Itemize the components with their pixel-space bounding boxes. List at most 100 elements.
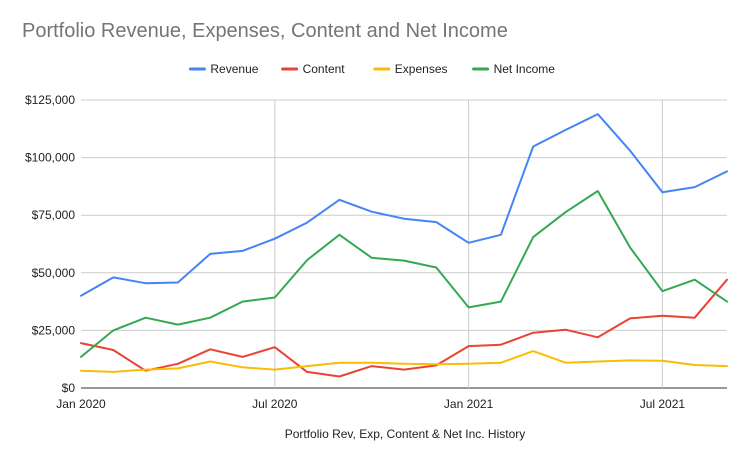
legend-label-revenue: Revenue: [210, 62, 258, 76]
data-point-net-income: [273, 295, 277, 299]
data-point-revenue: [693, 185, 697, 189]
data-point-content: [241, 355, 245, 359]
y-tick-label: $0: [62, 381, 76, 395]
data-point-revenue: [305, 221, 309, 225]
data-point-net-income: [531, 235, 535, 239]
data-point-content: [79, 341, 83, 345]
series-net-income: [79, 189, 729, 359]
data-point-revenue: [370, 210, 374, 214]
data-point-expenses: [208, 360, 212, 364]
data-point-content: [208, 347, 212, 351]
data-point-content: [693, 316, 697, 320]
data-point-content: [499, 343, 503, 347]
data-point-expenses: [337, 361, 341, 365]
series-content: [79, 278, 729, 378]
data-point-expenses: [434, 362, 438, 366]
data-point-revenue: [337, 198, 341, 202]
data-point-expenses: [305, 364, 309, 368]
data-point-content: [467, 344, 471, 348]
data-point-net-income: [241, 300, 245, 304]
data-point-expenses: [725, 364, 729, 368]
data-point-content: [111, 348, 115, 352]
data-point-net-income: [305, 258, 309, 262]
legend-label-content: Content: [303, 62, 346, 76]
data-point-net-income: [564, 210, 568, 214]
series-expenses: [79, 349, 729, 374]
data-point-revenue: [241, 249, 245, 253]
data-point-content: [370, 364, 374, 368]
data-point-revenue: [111, 275, 115, 279]
data-point-revenue: [660, 190, 664, 194]
data-point-net-income: [402, 259, 406, 263]
data-point-expenses: [111, 370, 115, 374]
series-lines: [79, 112, 729, 378]
data-point-revenue: [467, 241, 471, 245]
data-point-expenses: [370, 361, 374, 365]
data-point-revenue: [628, 149, 632, 153]
chart-title: Portfolio Revenue, Expenses, Content and…: [22, 20, 508, 42]
data-point-content: [596, 335, 600, 339]
data-point-revenue: [596, 112, 600, 116]
data-point-content: [337, 374, 341, 378]
legend-item-content: Content: [281, 62, 346, 76]
legend-label-net-income: Net Income: [494, 62, 556, 76]
data-point-net-income: [660, 289, 664, 293]
data-point-content: [564, 328, 568, 332]
x-tick-label: Jan 2021: [444, 397, 494, 411]
x-axis-label: Portfolio Rev, Exp, Content & Net Inc. H…: [285, 427, 526, 441]
data-point-net-income: [725, 300, 729, 304]
series-line-expenses: [80, 350, 728, 373]
series-revenue: [79, 112, 729, 298]
data-point-expenses: [144, 368, 148, 372]
data-point-revenue: [434, 220, 438, 224]
y-axis-ticks: $0 $25,000 $50,000 $75,000 $100,000 $125,000: [25, 93, 75, 395]
data-point-expenses: [564, 361, 568, 365]
data-point-net-income: [79, 355, 83, 359]
y-tick-label: $125,000: [25, 93, 75, 107]
data-point-expenses: [79, 369, 83, 373]
series-line-net-income: [80, 190, 728, 358]
x-tick-label: Jan 2020: [56, 397, 106, 411]
data-point-revenue: [725, 169, 729, 173]
data-point-net-income: [337, 233, 341, 237]
data-point-net-income: [628, 245, 632, 249]
data-point-net-income: [499, 300, 503, 304]
data-point-expenses: [467, 362, 471, 366]
data-point-expenses: [241, 365, 245, 369]
data-point-net-income: [467, 305, 471, 309]
data-point-net-income: [693, 278, 697, 282]
series-line-content: [80, 278, 728, 378]
y-tick-label: $25,000: [32, 323, 76, 337]
legend: Revenue Content Expenses Net Income: [188, 62, 556, 76]
data-point-net-income: [176, 323, 180, 327]
data-point-revenue: [208, 252, 212, 256]
data-point-content: [176, 362, 180, 366]
x-tick-label: Jul 2021: [640, 397, 686, 411]
data-point-expenses: [693, 363, 697, 367]
data-point-net-income: [111, 328, 115, 332]
data-point-net-income: [370, 256, 374, 260]
data-point-content: [725, 278, 729, 282]
data-point-expenses: [176, 366, 180, 370]
data-point-revenue: [531, 145, 535, 149]
data-point-revenue: [176, 280, 180, 284]
data-point-revenue: [79, 294, 83, 298]
data-point-content: [305, 370, 309, 374]
data-point-net-income: [596, 189, 600, 193]
data-point-revenue: [499, 233, 503, 237]
data-point-content: [531, 331, 535, 335]
x-tick-label: Jul 2020: [252, 397, 298, 411]
legend-label-expenses: Expenses: [395, 62, 448, 76]
data-point-revenue: [273, 237, 277, 241]
data-point-expenses: [273, 368, 277, 372]
data-point-content: [628, 316, 632, 320]
data-point-revenue: [564, 128, 568, 132]
data-point-net-income: [144, 316, 148, 320]
gridlines: [81, 99, 727, 389]
legend-item-expenses: Expenses: [373, 62, 448, 76]
y-tick-label: $100,000: [25, 151, 75, 165]
legend-item-revenue: Revenue: [188, 62, 259, 76]
data-point-expenses: [531, 349, 535, 353]
data-point-content: [402, 368, 406, 372]
